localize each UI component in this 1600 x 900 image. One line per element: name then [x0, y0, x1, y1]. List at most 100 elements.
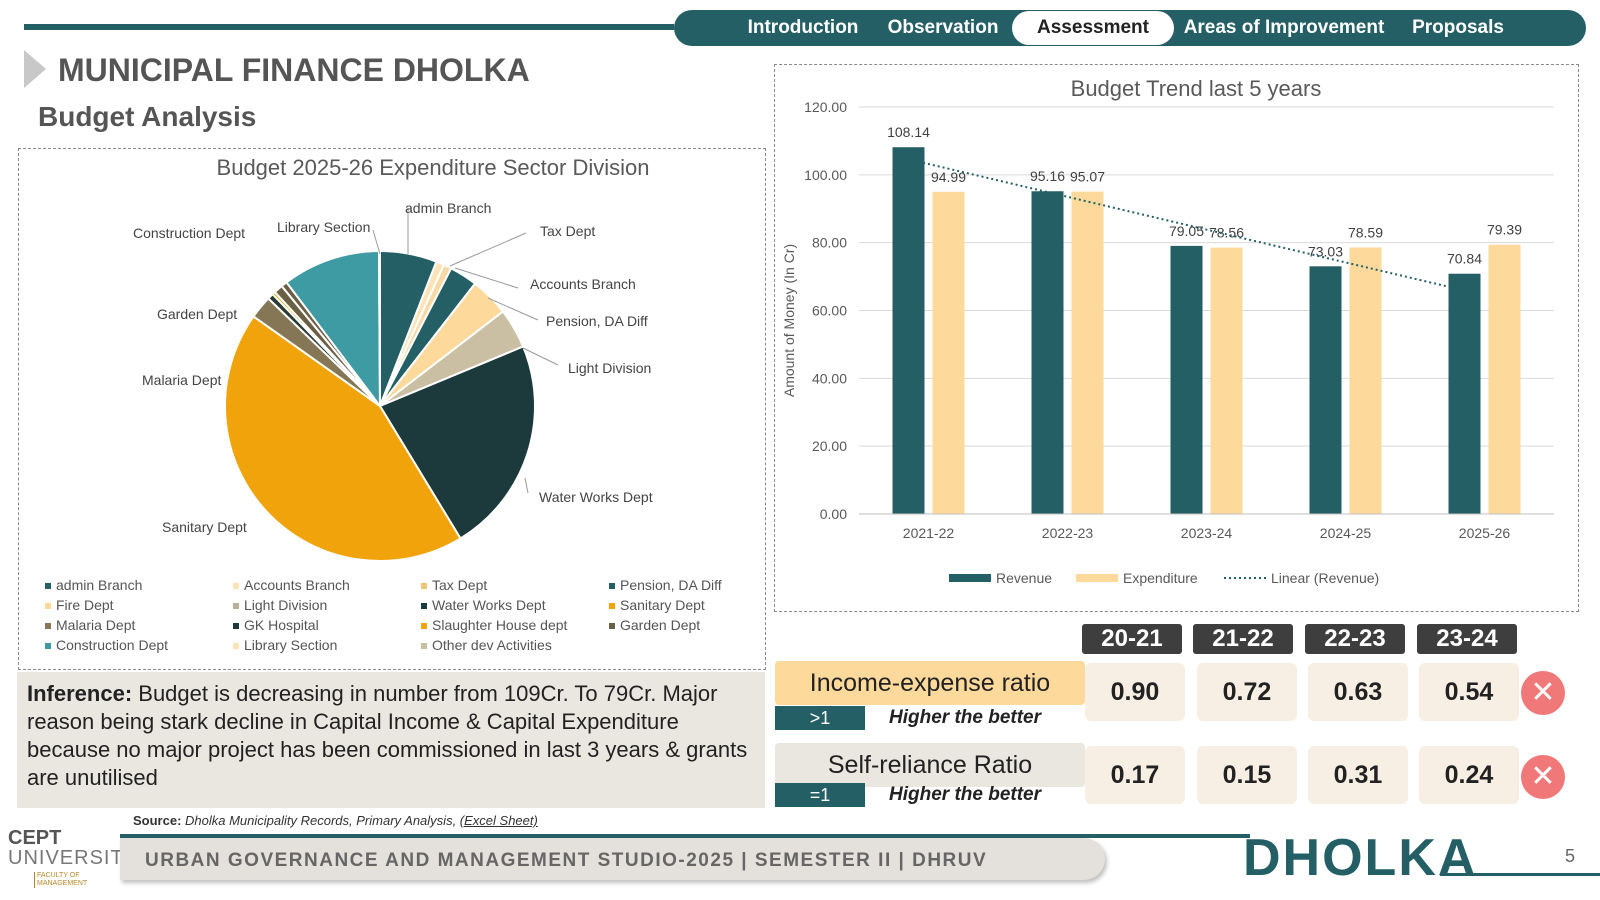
- pie-label-construction: Construction Dept: [133, 225, 246, 241]
- x-tick-label: 2022-23: [1042, 525, 1094, 541]
- source-note: Source: Dholka Municipality Records, Pri…: [133, 813, 538, 828]
- tab-proposals[interactable]: Proposals: [1412, 17, 1504, 38]
- legend-label: Tax Dept: [432, 577, 488, 593]
- ratio-value: 0.72: [1197, 663, 1297, 721]
- fail-icon: ✕: [1521, 755, 1565, 799]
- legend-swatch: [609, 583, 615, 590]
- legend-swatch: [609, 623, 615, 630]
- ratio-value: 0.31: [1308, 746, 1408, 804]
- data-label-revenue: 79.05: [1169, 223, 1204, 239]
- y-tick-label: 120.00: [804, 99, 847, 115]
- pie-label-sanitary: Sanitary Dept: [162, 519, 247, 535]
- legend-item-gk-hospital: GK Hospital: [233, 617, 319, 633]
- pie-slice-other-dev-activities: [377, 249, 381, 407]
- legend-swatch: [45, 623, 51, 630]
- legend-item-accounts-branch: Accounts Branch: [233, 577, 350, 593]
- legend-label: Construction Dept: [56, 637, 169, 653]
- trendline-revenue: [908, 158, 1465, 292]
- data-label-revenue: 70.84: [1447, 251, 1482, 267]
- legend-item-other-dev-activities: Other dev Activities: [421, 637, 552, 653]
- legend-item-fire-dept: Fire Dept: [45, 597, 114, 613]
- y-tick-label: 40.00: [812, 370, 847, 386]
- legend-label: Library Section: [244, 637, 338, 653]
- bar-expenditure-2021-22: [932, 191, 965, 514]
- year-header-20-21: 20-21: [1082, 624, 1182, 654]
- pie-chart-frame: [18, 148, 766, 670]
- logo-line-2: UNIVERSITY: [8, 847, 139, 869]
- bar-revenue-2021-22: [892, 147, 925, 514]
- y-tick-label: 20.00: [812, 438, 847, 454]
- tab-areas-of-improvement[interactable]: Areas of Improvement: [1183, 17, 1385, 38]
- legend-swatch-revenue: [949, 574, 991, 582]
- x-tick-label: 2024-25: [1320, 525, 1372, 541]
- ratio-label-self-reliance: Self-reliance Ratio: [775, 743, 1085, 787]
- bar-chart-title: Budget Trend last 5 years: [1070, 76, 1322, 101]
- legend-label: Light Division: [244, 597, 328, 613]
- bar-expenditure-2025-26: [1488, 244, 1521, 514]
- bar-expenditure-2024-25: [1349, 247, 1382, 514]
- data-label-revenue: 95.16: [1030, 168, 1065, 184]
- bar-revenue-2024-25: [1309, 266, 1342, 514]
- x-tick-label: 2023-24: [1181, 525, 1233, 541]
- legend-item-slaughter-house-dept: Slaughter House dept: [421, 617, 567, 633]
- source-excel-link[interactable]: (Excel Sheet): [459, 813, 538, 828]
- y-tick-label: 100.00: [804, 167, 847, 183]
- pie-chart-title: Budget 2025-26 Expenditure Sector Divisi…: [216, 155, 650, 180]
- year-header-23-24: 23-24: [1417, 624, 1517, 654]
- pie-slice-water-works-dept: [378, 345, 536, 540]
- bar-expenditure-2022-23: [1071, 191, 1104, 514]
- legend-swatch: [45, 583, 51, 590]
- x-tick-label: 2021-22: [903, 525, 955, 541]
- ratio-value: 0.15: [1197, 746, 1297, 804]
- legend-item-garden-dept: Garden Dept: [609, 617, 700, 633]
- legend-label: Accounts Branch: [244, 577, 350, 593]
- legend-swatch-expenditure: [1076, 574, 1118, 582]
- bar-chart-frame: [774, 64, 1579, 612]
- page-title: MUNICIPAL FINANCE DHOLKA: [58, 52, 530, 88]
- legend-label: Fire Dept: [56, 597, 114, 613]
- pie-label-light-division: Light Division: [568, 360, 652, 376]
- legend-label: GK Hospital: [244, 617, 319, 633]
- pie-label-admin-branch: admin Branch: [405, 200, 492, 216]
- footer-studio: URBAN GOVERNANCE AND MANAGEMENT STUDIO-2…: [145, 850, 988, 871]
- cept-logo: CEPT UNIVERSITY FACULTY OF MANAGEMENT: [8, 828, 139, 888]
- y-tick-label: 80.00: [812, 235, 847, 251]
- tab-assessment[interactable]: Assessment: [1012, 11, 1174, 45]
- legend-swatch: [421, 623, 427, 630]
- data-label-expenditure: 94.99: [931, 169, 966, 185]
- x-tick-label: 2025-26: [1459, 525, 1511, 541]
- pie-label-garden: Garden Dept: [157, 306, 238, 322]
- legend-label: Malaria Dept: [56, 617, 136, 633]
- tab-observation[interactable]: Observation: [887, 17, 999, 38]
- legend-swatch: [421, 643, 427, 650]
- tab-introduction[interactable]: Introduction: [747, 17, 859, 38]
- legend-label: Other dev Activities: [432, 637, 552, 653]
- fail-icon: ✕: [1521, 671, 1565, 715]
- ratio-label-income-expense: Income-expense ratio: [775, 661, 1085, 705]
- year-header-22-23: 22-23: [1305, 624, 1405, 654]
- pie-slice-sanitary-dept: [224, 315, 462, 562]
- bar-revenue-2023-24: [1170, 245, 1203, 515]
- title-arrow-icon: [24, 50, 46, 88]
- legend-label: Pension, DA Diff: [620, 577, 722, 593]
- ratio-value: 0.90: [1085, 663, 1185, 721]
- pie-chart: [224, 208, 559, 562]
- condition-badge-self-reliance: =1: [775, 783, 865, 807]
- pie-leader-line: [522, 347, 559, 366]
- legend-label: Slaughter House dept: [432, 617, 568, 633]
- page-number: 5: [1565, 846, 1576, 866]
- data-label-expenditure: 78.59: [1348, 224, 1383, 240]
- bar-revenue-2022-23: [1031, 191, 1064, 514]
- legend-item-light-division: Light Division: [233, 597, 327, 613]
- pie-label-accounts-branch: Accounts Branch: [530, 276, 636, 292]
- bar-chart: 0.00 20.00 40.00 60.00 80.00 100.00 120.00 Amou…: [781, 99, 1554, 586]
- data-label-expenditure: 78.56: [1209, 225, 1244, 241]
- inference-label: Inference:: [27, 681, 133, 706]
- legend-swatch: [421, 583, 427, 590]
- legend-item-admin-branch: admin Branch: [45, 577, 142, 593]
- legend-label-revenue: Revenue: [996, 570, 1052, 586]
- legend-swatch: [233, 583, 239, 590]
- data-label-revenue: 108.14: [887, 124, 930, 140]
- condition-badge-income-expense: >1: [775, 706, 865, 730]
- legend-item-water-works-dept: Water Works Dept: [421, 597, 546, 613]
